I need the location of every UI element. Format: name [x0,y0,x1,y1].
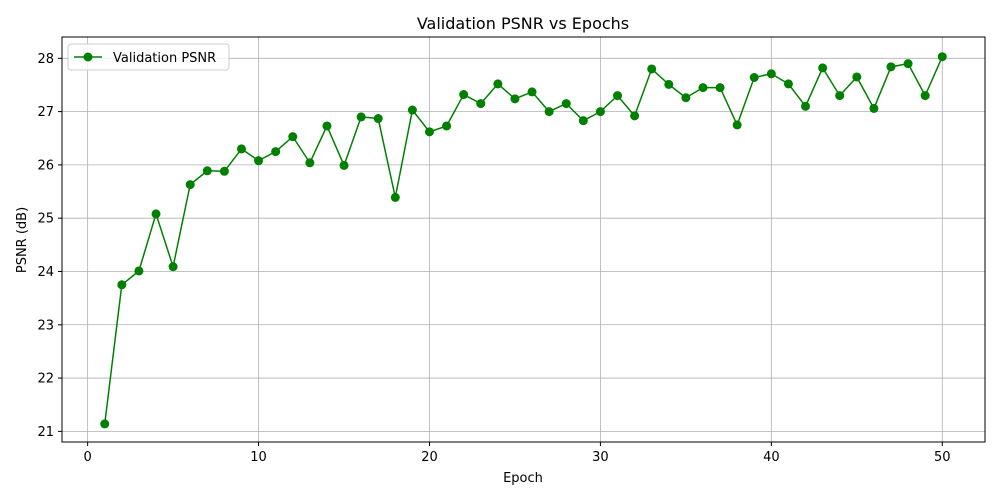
data-point [390,192,400,202]
y-tick-label: 22 [37,372,54,387]
data-point [835,91,845,101]
y-tick-label: 26 [37,158,54,173]
data-point [561,99,571,109]
data-point [732,120,742,130]
data-point [373,114,383,124]
data-point [288,132,298,142]
data-point [613,91,623,101]
data-point [151,209,161,219]
data-point [100,419,110,429]
x-tick-label: 30 [592,450,609,465]
data-point [236,144,246,154]
data-point [424,127,434,137]
data-point [715,83,725,93]
data-point [630,111,640,121]
y-axis-label: PSNR (dB) [15,207,30,273]
data-point [219,166,229,176]
data-point [185,180,195,190]
data-point [937,52,947,62]
x-tick-label: 40 [763,450,780,465]
data-point [322,121,332,131]
x-tick-label: 0 [83,450,91,465]
x-axis-label: Epoch [503,471,543,486]
data-point [818,63,828,73]
data-point [852,72,862,82]
data-point [664,79,674,89]
y-tick-label: 27 [37,105,54,120]
y-tick-label: 23 [37,318,54,333]
data-point [305,158,315,168]
data-point [254,156,264,166]
data-point [527,87,537,97]
y-axis: 21 22 23 24 25 26 27 28 [37,52,62,440]
data-point [681,93,691,103]
data-point [766,69,776,79]
data-point [407,105,417,115]
data-point [749,73,759,82]
data-point [117,280,127,290]
data-point [271,147,281,157]
data-point [544,107,554,117]
plot-frame [61,36,986,443]
y-tick-label: 21 [37,425,54,440]
data-point [595,107,605,117]
data-point [202,166,212,176]
data-point [510,94,520,104]
legend-box [67,43,230,71]
data-point [647,64,657,74]
data-point [356,112,366,122]
legend-label: Validation PSNR [113,51,216,66]
data-point [459,90,469,100]
data-point [578,116,588,126]
legend-marker-swatch [83,52,93,62]
data-point [869,103,879,113]
x-tick-label: 10 [250,450,267,465]
data-point [886,62,896,72]
data-point [168,262,178,272]
legend: Validation PSNR [67,43,230,71]
y-tick-label: 28 [37,52,54,67]
data-point [903,59,913,69]
y-tick-label: 25 [37,212,54,227]
x-tick-label: 20 [421,450,438,465]
data-point [476,99,486,109]
series-validation-psnr [100,52,947,429]
chart-title: Validation PSNR vs Epochs [417,14,629,33]
data-point [920,91,930,101]
data-point [339,160,349,170]
data-point [783,79,793,89]
data-point [134,266,144,276]
data-point [801,101,811,111]
x-axis: 0 10 20 30 40 50 [83,442,951,465]
data-point [698,83,708,93]
y-tick-label: 24 [37,265,54,280]
x-tick-label: 50 [934,450,951,465]
data-point [442,121,452,131]
data-point [493,79,503,89]
